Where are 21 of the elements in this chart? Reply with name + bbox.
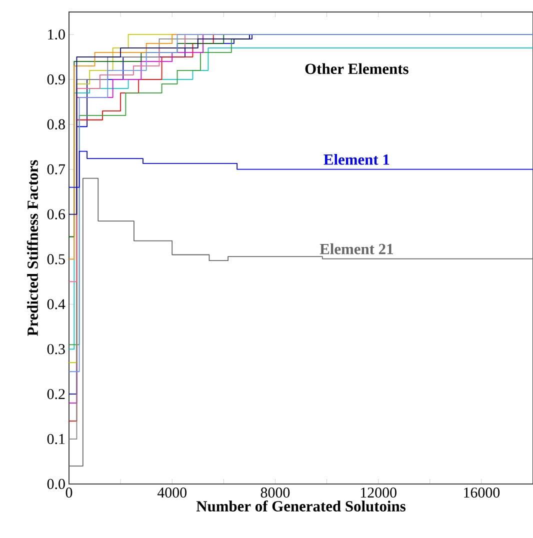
y-axis-title: Predicted Stiffness Factors: [26, 160, 38, 336]
series-label: Element 21: [320, 243, 393, 254]
y-tick-label: 0.1: [47, 434, 65, 444]
y-tick-label: 0.6: [47, 209, 66, 220]
y-tick-label: 0.7: [47, 164, 66, 174]
annotation: Other Elements: [305, 63, 408, 74]
x-tick-label: 12000: [360, 488, 396, 498]
x-tick-label: 8000: [260, 488, 290, 498]
y-tick-label: 0.3: [47, 344, 65, 354]
y-tick-label: 0.5: [47, 254, 65, 264]
series-label: Element 1: [324, 154, 390, 165]
y-tick-label: 0.9: [47, 74, 65, 85]
y-tick-label: 0.8: [47, 119, 65, 130]
x-axis-title: Number of Generated Solutoins: [196, 500, 406, 512]
y-tick-label: 0.0: [47, 478, 65, 490]
y-tick-label: 0.4: [47, 299, 66, 310]
x-tick-label: 4000: [157, 488, 186, 498]
y-tick-label: 0.2: [47, 389, 65, 400]
y-tick-label: 1.0: [48, 29, 65, 40]
x-tick-label: 0: [66, 488, 72, 498]
x-tick-label: 16000: [464, 488, 500, 498]
